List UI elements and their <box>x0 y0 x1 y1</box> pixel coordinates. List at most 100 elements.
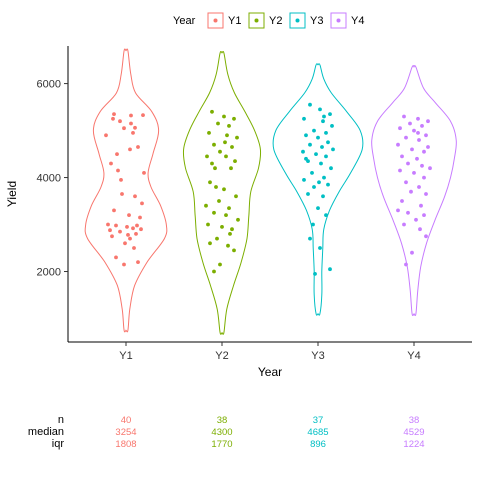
data-point <box>128 236 132 241</box>
data-point <box>410 147 414 152</box>
data-point <box>235 135 239 140</box>
data-point <box>112 112 116 116</box>
data-point <box>329 166 333 171</box>
data-point <box>321 119 325 124</box>
data-point <box>224 154 228 159</box>
data-point <box>321 194 325 199</box>
data-point <box>420 124 424 128</box>
data-point <box>302 178 306 182</box>
data-point <box>400 154 404 159</box>
y-tick-label: 2000 <box>37 267 61 279</box>
data-point <box>218 149 222 154</box>
stat-median-y3: 4685 <box>307 427 328 438</box>
data-point <box>207 131 211 135</box>
data-point <box>416 116 420 121</box>
data-point <box>228 232 232 236</box>
data-point <box>311 222 315 227</box>
data-point <box>312 128 316 133</box>
stat-iqr-y3: 896 <box>310 439 326 450</box>
data-point <box>132 246 136 250</box>
x-tick-label: Y2 <box>215 350 228 362</box>
data-point <box>108 228 112 233</box>
data-point <box>230 145 234 149</box>
data-point <box>229 166 233 171</box>
data-point <box>396 208 400 213</box>
stat-iqr-y4: 1224 <box>403 439 424 450</box>
x-tick-label: Y1 <box>119 350 132 362</box>
plot-area: 2000 4000 6000 Y1 Y2 Y3 Y4 <box>37 46 472 362</box>
data-point <box>312 185 316 189</box>
legend-label-y1: Y1 <box>228 15 241 27</box>
legend-title: Year <box>173 15 196 27</box>
data-point <box>324 131 328 135</box>
x-axis-title: Year <box>258 365 282 379</box>
data-point <box>208 241 212 246</box>
data-point <box>106 222 110 227</box>
legend: Year Y1 Y2 Y3 Y4 <box>173 12 364 29</box>
data-point <box>422 149 426 154</box>
data-point <box>406 161 410 166</box>
stat-iqr-y2: 1770 <box>211 439 232 450</box>
data-point <box>424 234 428 239</box>
y-tick-label: 6000 <box>37 79 61 91</box>
legend-label-y2: Y2 <box>269 15 282 27</box>
data-point <box>115 152 119 157</box>
stat-n-y4: 38 <box>409 415 420 426</box>
data-point <box>215 236 219 241</box>
data-point <box>128 147 132 152</box>
data-point <box>422 175 426 180</box>
data-point <box>408 121 412 126</box>
data-point <box>110 234 114 239</box>
x-tick-label: Y3 <box>311 350 324 362</box>
data-point <box>313 272 317 276</box>
data-point <box>308 102 312 107</box>
data-point <box>301 149 305 154</box>
data-point <box>419 203 423 208</box>
y-tick-label: 4000 <box>37 173 61 185</box>
data-point <box>224 213 228 218</box>
data-point <box>418 227 422 232</box>
legend-label-y4: Y4 <box>351 15 364 27</box>
data-point <box>331 147 335 152</box>
data-point <box>206 222 210 227</box>
data-point <box>111 116 115 121</box>
data-point <box>417 185 421 189</box>
data-point <box>217 199 221 203</box>
data-point <box>410 250 414 255</box>
data-point <box>125 225 129 229</box>
data-point <box>139 227 143 232</box>
data-point <box>227 206 231 211</box>
data-point <box>131 131 135 135</box>
data-point <box>314 152 318 157</box>
data-point <box>123 241 127 246</box>
stat-n-y2: 38 <box>217 415 228 426</box>
data-point <box>302 116 306 121</box>
stat-median-y1: 3254 <box>115 427 136 438</box>
data-point <box>226 243 230 248</box>
data-point <box>227 124 231 128</box>
data-point <box>404 135 408 140</box>
data-point <box>322 175 326 180</box>
data-point <box>404 262 408 267</box>
data-point <box>210 109 214 114</box>
data-point <box>212 269 216 274</box>
data-point <box>122 126 126 131</box>
data-point <box>400 199 404 203</box>
data-point <box>424 133 428 138</box>
data-point <box>310 171 314 175</box>
data-point <box>129 113 133 118</box>
data-point <box>212 210 216 215</box>
data-point <box>398 168 402 173</box>
data-point <box>320 145 324 149</box>
data-point <box>420 163 424 168</box>
legend-key-dot <box>254 18 259 23</box>
data-point <box>396 142 400 147</box>
data-point <box>426 119 430 124</box>
data-point <box>114 223 118 228</box>
data-point <box>414 217 418 222</box>
data-point <box>409 189 413 194</box>
data-point <box>218 262 222 267</box>
data-point <box>417 138 421 142</box>
data-point <box>135 223 139 228</box>
legend-label-y3: Y3 <box>310 15 323 27</box>
